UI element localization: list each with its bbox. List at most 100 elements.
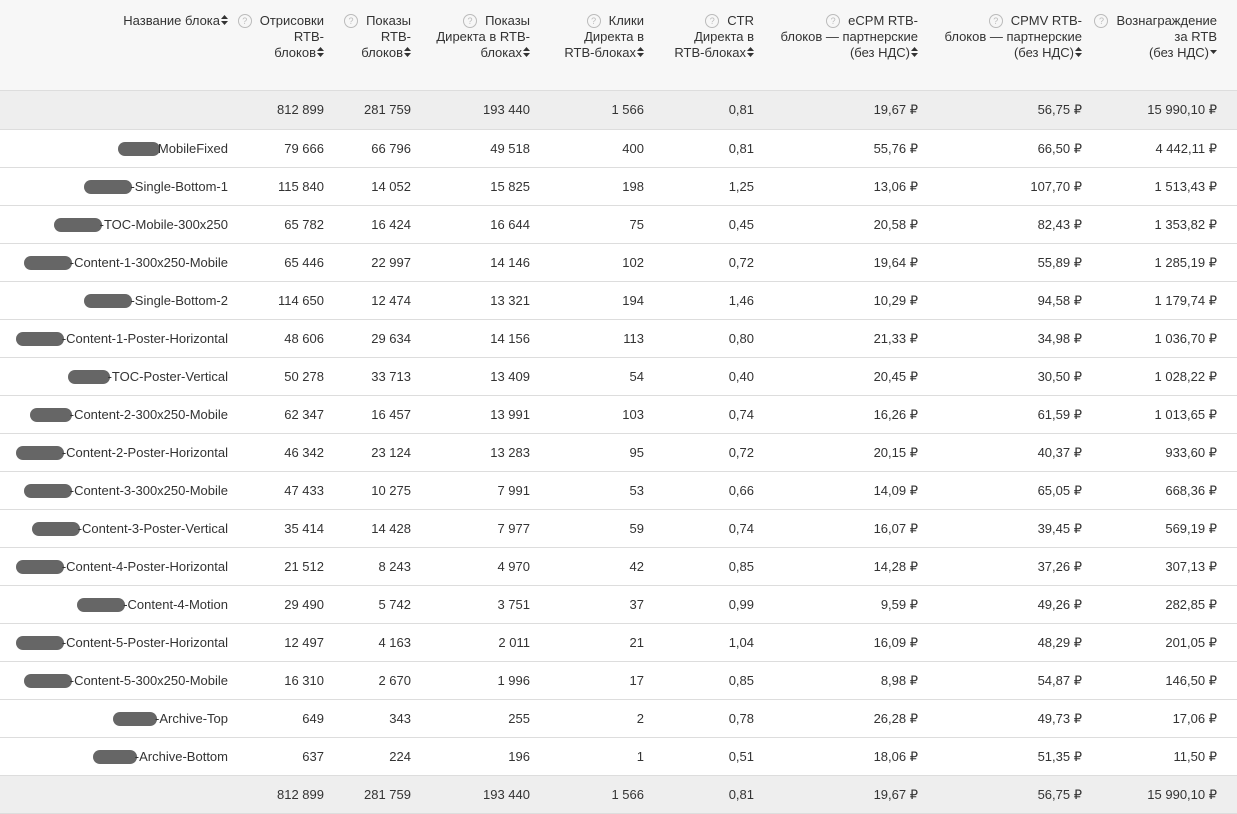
cell-text: 1 353,82 ₽ <box>1154 216 1218 232</box>
cell-text: 103 <box>622 406 644 422</box>
cell-text: 0,85 <box>728 558 754 574</box>
sort-icon[interactable] <box>404 47 411 57</box>
data-cell: 54 <box>630 358 644 395</box>
header-cell[interactable]: ? CTR Директа в RTB-блоках <box>674 13 754 61</box>
cell-text: 42 <box>629 558 644 574</box>
cell-text: блоков — партнерские <box>780 29 918 44</box>
data-cell: 29 634 <box>371 320 411 357</box>
help-icon[interactable]: ? <box>586 14 601 28</box>
data-cell: 933,60 ₽ <box>1165 434 1217 471</box>
sort-icon[interactable] <box>221 15 228 25</box>
help-icon[interactable]: ? <box>826 14 841 28</box>
header-cell[interactable]: ? eCPM RTB-блоков — партнерские (без НДС) <box>780 13 918 61</box>
help-icon[interactable]: ? <box>705 14 720 28</box>
help-icon[interactable]: ? <box>988 14 1003 28</box>
data-row <box>0 320 1237 358</box>
data-cell: 0,78 <box>729 700 754 737</box>
sort-icon[interactable] <box>911 47 918 57</box>
cell-text: 0,74 <box>728 406 754 422</box>
cell-text: 66,50 ₽ <box>1037 140 1082 156</box>
header-cell[interactable]: ? Показы Директа в RTB-блоках <box>436 13 530 61</box>
data-cell: 102 <box>622 244 644 281</box>
data-cell: 16,26 ₽ <box>874 396 918 433</box>
cell-text: 0,99 <box>728 596 754 612</box>
redacted-blob <box>92 749 137 764</box>
cell-text: 3 751 <box>497 596 530 612</box>
header-cell[interactable]: ? Клики Директа в RTB-блоках <box>564 13 644 61</box>
total-cell: 1 566 <box>611 91 644 129</box>
cell-text: Клики <box>608 13 644 28</box>
cell-text: 668,36 ₽ <box>1165 482 1217 498</box>
cell-text: 65 782 <box>284 216 324 232</box>
cell-text: 20,15 ₽ <box>873 444 918 460</box>
cell-text: 14 146 <box>490 254 530 270</box>
data-cell: 107,70 ₽ <box>1030 168 1082 205</box>
redacted-blob <box>67 369 110 384</box>
cell-text: 1 <box>636 748 644 764</box>
data-cell: 114 650 <box>278 282 324 319</box>
help-icon[interactable]: ? <box>237 14 252 28</box>
cell-text: 196 <box>508 748 530 764</box>
data-cell: 113 <box>623 320 644 357</box>
total-cell: 812 899 <box>277 91 324 129</box>
cell-text: 0,72 <box>728 254 754 270</box>
data-cell: 17,06 ₽ <box>1173 700 1217 737</box>
sort-icon[interactable] <box>523 47 530 57</box>
cell-text: 2 <box>636 710 644 726</box>
header-cell[interactable]: Название блока <box>123 13 228 29</box>
redacted-blob <box>29 407 72 422</box>
cell-text: Показы <box>366 13 411 28</box>
redacted-blob <box>23 255 72 270</box>
sort-icon[interactable] <box>1210 47 1217 57</box>
cell-text: 281 759 <box>364 787 411 802</box>
cell-text: 0,78 <box>728 710 754 726</box>
data-cell: 0,80 <box>729 320 754 357</box>
footer-cell: 281 759 <box>364 776 411 814</box>
cell-text: 16,07 ₽ <box>873 520 918 536</box>
cell-text: 114 650 <box>277 292 324 308</box>
cell-text: 14,09 ₽ <box>873 482 918 498</box>
data-cell: 0,45 <box>729 206 754 243</box>
cell-text: 1 285,19 ₽ <box>1154 254 1218 270</box>
data-cell: 49 518 <box>490 130 530 167</box>
cell-text: 34,98 ₽ <box>1037 330 1082 346</box>
data-cell: 16,09 ₽ <box>874 624 918 661</box>
cell-text: -Content-2-300x250-Mobile <box>69 406 228 422</box>
data-cell: 17 <box>630 662 644 699</box>
cell-text: 0,51 <box>728 748 754 764</box>
cell-text: -Content-3-300x250-Mobile <box>69 482 228 498</box>
cell-text: -Content-5-Poster-Horizontal <box>61 634 228 650</box>
sort-icon[interactable] <box>1075 47 1082 57</box>
header-cell[interactable]: ? CPMV RTB-блоков — партнерские (без НДС) <box>944 13 1082 61</box>
data-cell: 10 275 <box>371 472 411 509</box>
cell-text: 1,04 <box>728 634 754 650</box>
sort-icon[interactable] <box>317 47 324 57</box>
data-cell: 103 <box>622 396 644 433</box>
cell-text: 30,50 ₽ <box>1037 368 1082 384</box>
data-cell: 53 <box>630 472 644 509</box>
data-cell: 4 442,11 ₽ <box>1155 130 1217 167</box>
data-cell: 18,06 ₽ <box>874 738 918 775</box>
sort-icon[interactable] <box>747 47 754 57</box>
data-row <box>0 586 1237 624</box>
cell-text: 19,67 ₽ <box>873 102 918 117</box>
data-cell: 0,72 <box>729 434 754 471</box>
cell-text: 1 513,43 ₽ <box>1154 178 1218 194</box>
footer-cell: 193 440 <box>483 776 530 814</box>
cell-text: 54 <box>629 368 644 384</box>
data-cell: 55,89 ₽ <box>1038 244 1082 281</box>
help-icon[interactable]: ? <box>463 14 478 28</box>
cell-text: 4 442,11 ₽ <box>1155 140 1217 156</box>
cell-text: 193 440 <box>483 102 530 117</box>
cell-text: -Archive-Top <box>155 710 228 726</box>
header-line: RTB-блоках <box>564 45 644 61</box>
block-name: -Content-5-300x250-Mobile <box>23 662 228 699</box>
help-icon[interactable]: ? <box>344 14 359 28</box>
sort-icon[interactable] <box>637 47 644 57</box>
header-cell[interactable]: ? Отрисовки RTB-блоков <box>237 13 324 61</box>
data-cell: 569,19 ₽ <box>1165 510 1217 547</box>
block-name: -Content-1-Poster-Horizontal <box>15 320 228 357</box>
header-cell[interactable]: ? Показы RTB-блоков <box>344 13 411 61</box>
header-cell[interactable]: ? Вознаграждение за RTB (без НДС) <box>1094 13 1217 61</box>
help-icon[interactable]: ? <box>1094 14 1109 28</box>
